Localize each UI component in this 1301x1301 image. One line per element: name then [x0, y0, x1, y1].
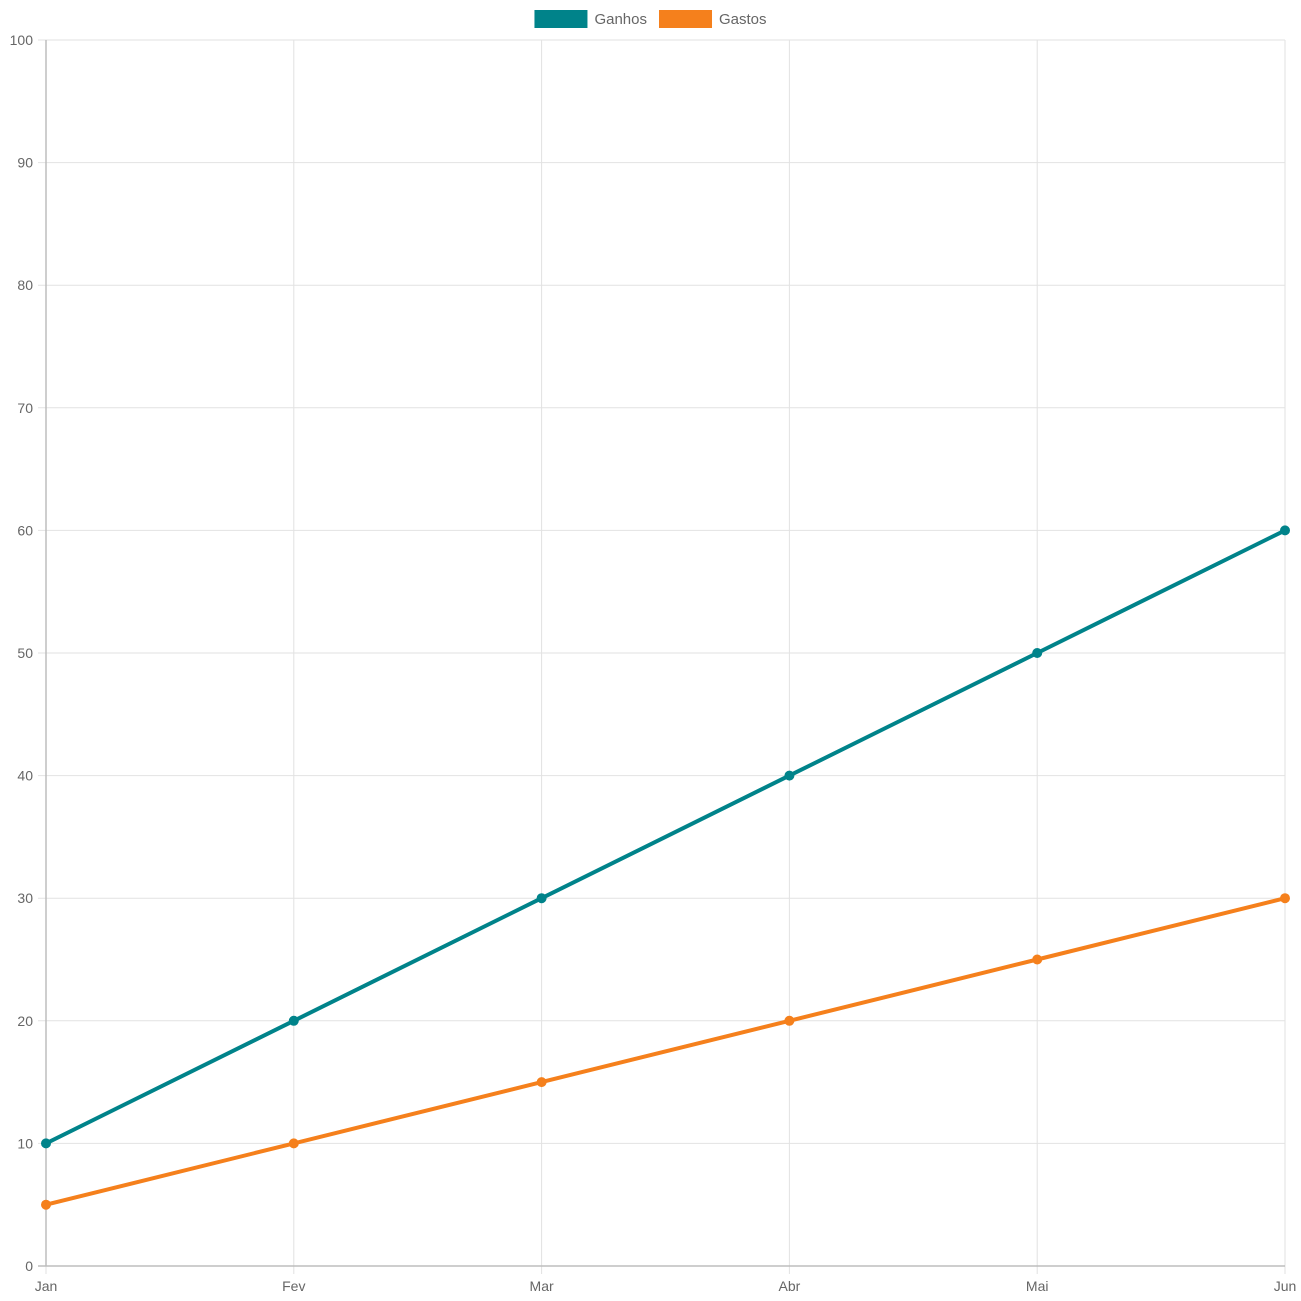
data-point[interactable]	[1032, 954, 1043, 965]
y-tick-label: 10	[17, 1135, 33, 1151]
data-point[interactable]	[41, 1138, 51, 1149]
data-point[interactable]	[536, 893, 547, 904]
data-point[interactable]	[288, 1015, 299, 1026]
y-tick-label: 80	[17, 277, 33, 293]
legend-item-ganhos[interactable]: Ganhos	[534, 10, 647, 28]
data-point[interactable]	[784, 770, 795, 781]
y-tick-label: 50	[17, 645, 33, 661]
y-tick-label: 90	[17, 155, 33, 171]
series-line	[44, 528, 1287, 1146]
legend-item-gastos[interactable]: Gastos	[659, 10, 767, 28]
data-point[interactable]	[1032, 648, 1043, 658]
x-tick-label: Mar	[530, 1278, 554, 1294]
x-tick-label: Fev	[282, 1278, 305, 1294]
data-point[interactable]	[288, 1138, 299, 1149]
legend-label: Gastos	[719, 11, 767, 28]
y-tick-label: 60	[17, 522, 33, 538]
legend[interactable]: Ganhos Gastos	[534, 10, 767, 28]
x-tick-label: Jun	[1274, 1278, 1297, 1294]
legend-swatch	[534, 10, 588, 28]
y-tick-label: 30	[17, 890, 33, 906]
legend-swatch	[659, 10, 713, 28]
series-ganhos	[41, 525, 1290, 1149]
data-point[interactable]	[41, 1199, 51, 1210]
x-tick-label: Abr	[779, 1278, 801, 1294]
gridlines	[38, 39, 1286, 1274]
data-point[interactable]	[1280, 525, 1290, 536]
data-point[interactable]	[784, 1015, 795, 1026]
data-point[interactable]	[536, 1077, 547, 1088]
x-axis-ticks: Jan Fev Mar Abr Mai Jun	[35, 1278, 1297, 1294]
axes	[38, 40, 1285, 1267]
y-tick-label: 20	[17, 1013, 33, 1029]
y-tick-label: 0	[25, 1258, 33, 1274]
series-group	[41, 525, 1290, 1210]
series-gastos	[41, 893, 1290, 1210]
x-tick-label: Jan	[35, 1278, 58, 1294]
y-tick-label: 100	[10, 32, 34, 48]
y-axis-ticks: 0 10 20 30 40 50 60 70 80 90 100	[10, 32, 34, 1274]
y-tick-label: 40	[17, 768, 33, 784]
y-tick-label: 70	[17, 400, 33, 416]
legend-label: Ganhos	[594, 11, 647, 28]
data-point[interactable]	[1280, 893, 1290, 904]
series-line	[44, 896, 1287, 1207]
x-tick-label: Mai	[1026, 1278, 1049, 1294]
